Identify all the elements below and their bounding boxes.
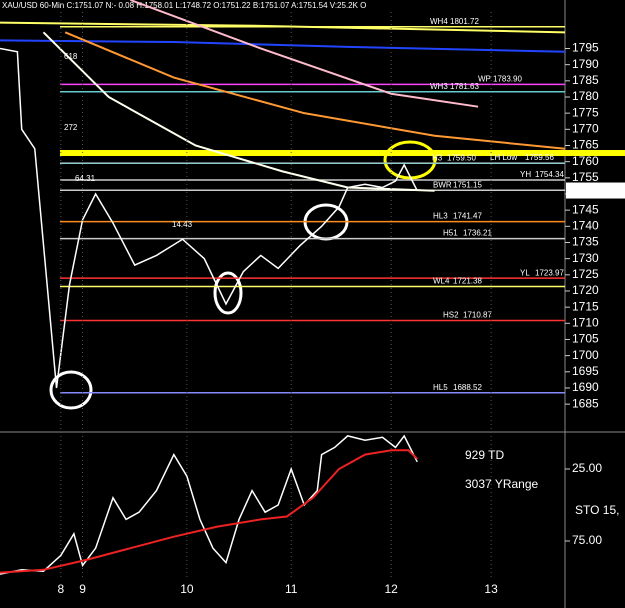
level-value: 1751.15: [453, 180, 482, 189]
series-line: [64, 31, 566, 150]
annotation: STO 15,: [575, 503, 619, 517]
y-tick-label: 1770: [572, 121, 599, 135]
y-tick-label: 1775: [572, 105, 599, 119]
level-name: H51: [443, 229, 458, 238]
highlight-band: [60, 150, 625, 156]
x-tick-label: 10: [180, 582, 194, 596]
y-tick-label: 1740: [572, 218, 599, 232]
level-value: 1783.90: [493, 74, 522, 83]
y-tick-label: 1790: [572, 57, 599, 71]
circle-annotation: [49, 370, 93, 410]
annotation: 3037 YRange: [465, 477, 539, 491]
x-tick-label: 9: [79, 582, 86, 596]
series-line: [0, 434, 418, 575]
level-value: 1759.50: [447, 153, 476, 162]
level-name: H3: [432, 153, 443, 162]
y-tick-label: 1695: [572, 364, 599, 378]
y-tick-label: 1685: [572, 396, 599, 410]
level-value: 1801.72: [450, 17, 479, 26]
x-tick-label: 12: [384, 582, 398, 596]
level-name: WH3: [430, 82, 448, 91]
annotation: 272: [64, 123, 78, 132]
y-tick-label: 1720: [572, 283, 599, 297]
y-tick-label: 1780: [572, 89, 599, 103]
series-line: [0, 47, 418, 389]
level-name: YH: [520, 170, 531, 179]
y-tick-label: 1765: [572, 138, 599, 152]
series-line: [42, 31, 435, 192]
last-price-label: 1751.07: [572, 183, 616, 197]
y-tick-label: 1785: [572, 73, 599, 87]
y-tick-label: 1755: [572, 170, 599, 184]
y-tick-label: 1745: [572, 202, 599, 216]
y-tick-label: 75.00: [572, 533, 602, 547]
y-tick-label: 1710: [572, 315, 599, 329]
level-value: 1723.97: [535, 268, 564, 277]
level-name: WP: [478, 74, 491, 83]
y-tick-label: 1735: [572, 235, 599, 249]
level-name: LH Low: [490, 153, 517, 162]
level-value: 1781.63: [450, 82, 479, 91]
last-price-box: [566, 182, 625, 199]
y-tick-label: 1690: [572, 380, 599, 394]
level-name: HL5: [433, 383, 448, 392]
level-name: BWR: [433, 180, 452, 189]
level-name: WL4: [433, 277, 450, 286]
circle-annotation: [383, 140, 437, 180]
y-tick-label: 1705: [572, 332, 599, 346]
level-value: 1721.38: [453, 277, 482, 286]
level-name: HL3: [433, 212, 448, 221]
annotation: 64.31: [75, 174, 96, 183]
x-tick-label: 11: [285, 582, 298, 596]
level-value: 1688.52: [453, 383, 482, 392]
chart-title: XAU/USD 60-Min C:1751.07 N:- 0.08 H:1758…: [2, 1, 366, 10]
x-tick-label: 8: [58, 582, 65, 596]
circle-annotation: [213, 271, 243, 315]
level-name: YL: [520, 268, 530, 277]
level-value: 1741.47: [453, 212, 482, 221]
series-line: [0, 39, 566, 53]
level-value: 1710.87: [463, 311, 492, 320]
level-name: HS2: [443, 311, 459, 320]
y-tick-label: 1730: [572, 251, 599, 265]
series-line: [130, 0, 479, 108]
level-name: WH4: [430, 17, 448, 26]
level-value: 1736.21: [463, 229, 492, 238]
y-tick-label: 25.00: [572, 461, 602, 475]
annotation: 929 TD: [465, 448, 504, 462]
series-line: [0, 21, 566, 34]
level-value: 1759.56: [525, 153, 554, 162]
y-tick-label: 1760: [572, 154, 599, 168]
series-line: [0, 449, 418, 574]
y-tick-label: 1795: [572, 41, 599, 55]
annotation: 14.43: [172, 220, 193, 229]
y-tick-label: 1725: [572, 267, 599, 281]
y-tick-label: 1715: [572, 299, 599, 313]
x-tick-label: 13: [484, 582, 498, 596]
level-value: 1754.34: [535, 170, 564, 179]
y-tick-label: 1700: [572, 348, 599, 362]
annotation: 618: [64, 52, 78, 61]
